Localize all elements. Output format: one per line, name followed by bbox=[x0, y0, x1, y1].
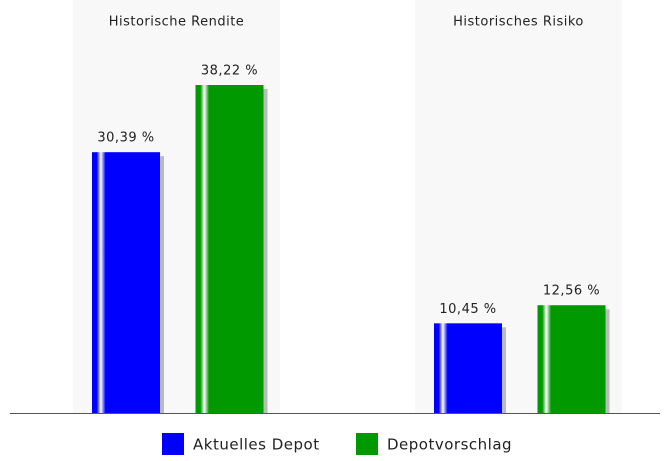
bar bbox=[195, 85, 264, 413]
bar bbox=[92, 152, 160, 413]
bar bbox=[537, 305, 606, 413]
data-label: 38,22 % bbox=[201, 64, 258, 79]
legend-swatch bbox=[356, 433, 378, 455]
bar bbox=[434, 323, 502, 413]
legend-swatch bbox=[162, 433, 184, 455]
category-label: Historisches Risiko bbox=[453, 15, 584, 30]
legend-label: Depotvorschlag bbox=[387, 436, 512, 454]
data-label: 12,56 % bbox=[543, 284, 600, 299]
legend-label: Aktuelles Depot bbox=[193, 436, 320, 454]
legend: Aktuelles Depot Depotvorschlag bbox=[162, 433, 512, 455]
bars: 30,39 % 38,22 % 10,45 % 12,56 % bbox=[92, 64, 610, 413]
data-label: 30,39 % bbox=[97, 131, 154, 146]
data-label: 10,45 % bbox=[439, 302, 496, 317]
category-label: Historische Rendite bbox=[109, 15, 245, 30]
